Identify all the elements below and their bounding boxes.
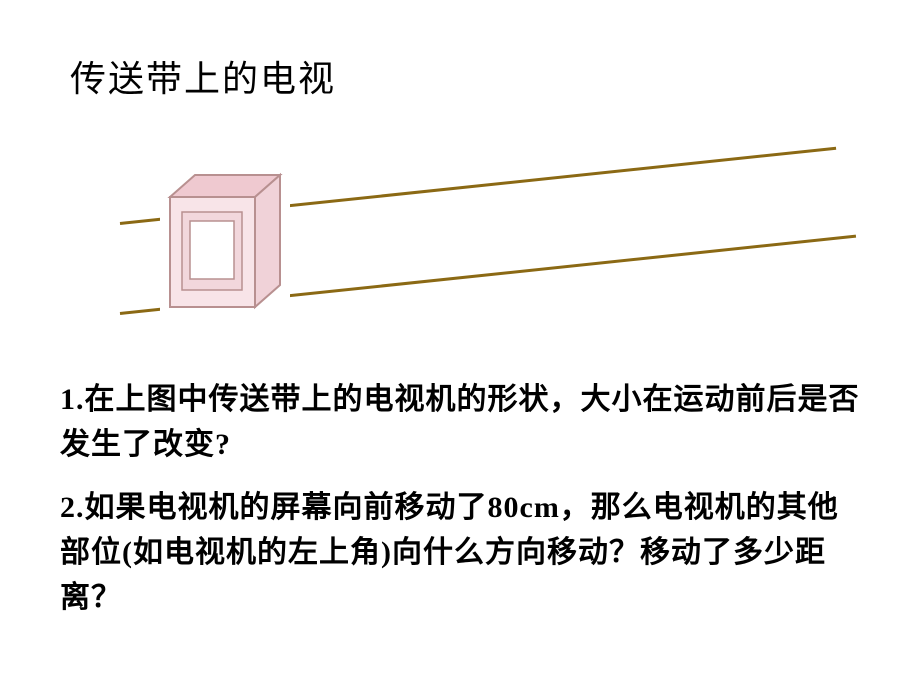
tv-icon [160, 167, 290, 327]
slide: 传送带上的电视 1.在上图中传 [0, 0, 920, 690]
question-2: 2.如果电视机的屏幕向前移动了80cm，那么电视机的其他部位(如电视机的左上角)… [60, 485, 860, 620]
slide-title: 传送带上的电视 [70, 50, 860, 102]
question-1: 1.在上图中传送带上的电视机的形状，大小在运动前后是否发生了改变? [60, 377, 860, 467]
conveyor-diagram [60, 132, 860, 372]
